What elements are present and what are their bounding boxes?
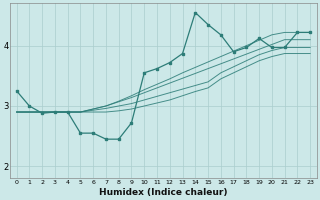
X-axis label: Humidex (Indice chaleur): Humidex (Indice chaleur) bbox=[99, 188, 228, 197]
